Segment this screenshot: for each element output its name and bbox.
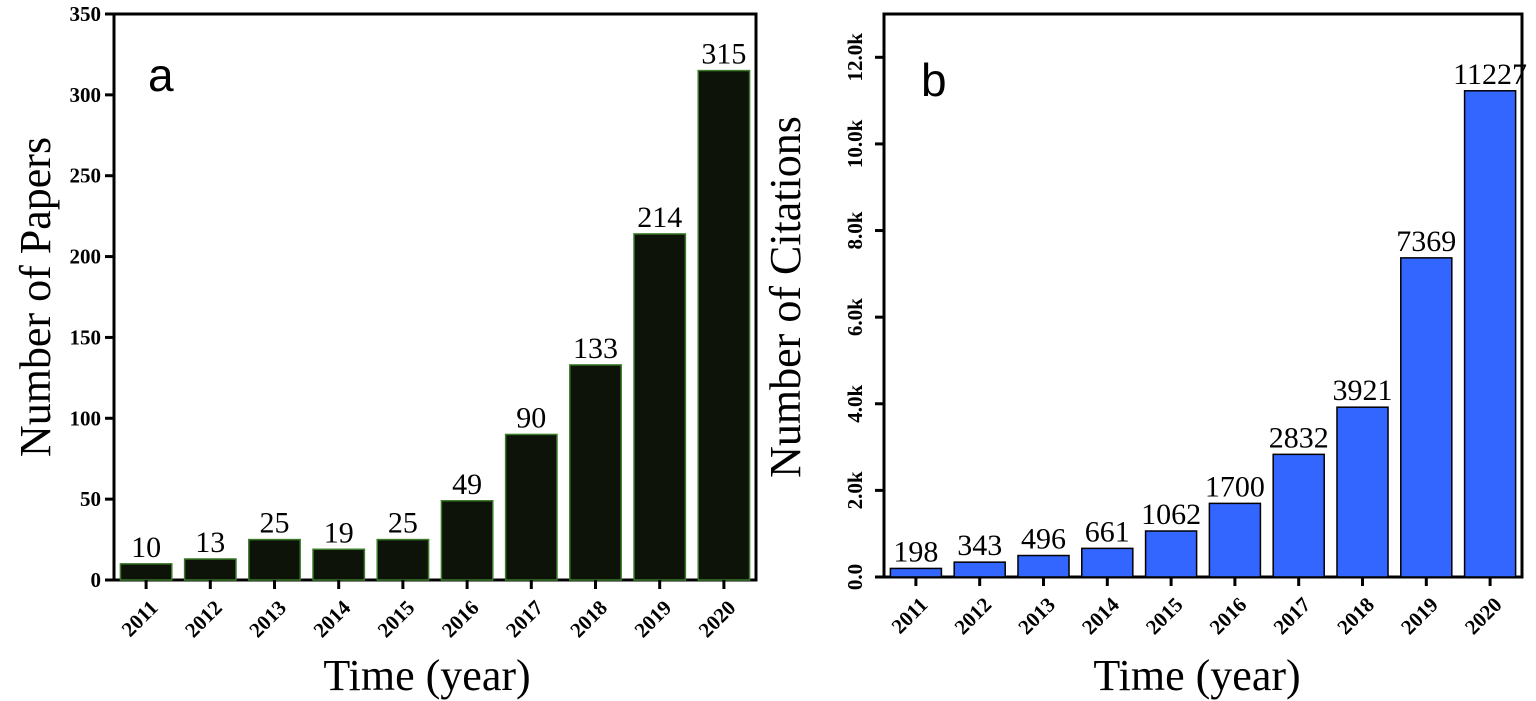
y-tick-label: 12.0k — [843, 33, 867, 82]
x-tick-label-2017: 2017 — [1269, 593, 1316, 640]
bar-2013 — [1017, 554, 1070, 578]
y-ticks-a: 0 50 100 150 200 250 300 350 — [70, 2, 114, 592]
value-label-2012: 343 — [957, 529, 1002, 562]
bar-2017 — [504, 433, 558, 581]
x-axis-title-a: Time (year) — [323, 651, 530, 700]
x-tick-label-2018: 2018 — [565, 596, 612, 643]
value-label-2014: 661 — [1085, 515, 1130, 548]
y-tick-label: 4.0k — [843, 384, 867, 422]
bar-2020 — [1463, 90, 1517, 578]
value-label-2016: 1700 — [1205, 470, 1265, 503]
x-tick-label-2015: 2015 — [373, 596, 420, 643]
value-label-2011: 10 — [131, 531, 161, 564]
bar-2012 — [183, 558, 237, 581]
y-tick-label: 10.0k — [843, 119, 867, 168]
x-tick-label-2016: 2016 — [437, 596, 484, 643]
value-label-2017: 2832 — [1269, 421, 1329, 454]
x-tick-label-2015: 2015 — [1141, 593, 1188, 640]
y-tick-label: 100 — [70, 406, 102, 430]
x-tick-label-2013: 2013 — [1013, 593, 1060, 640]
y-axis-title-a: Number of Papers — [11, 137, 60, 457]
bar-2015 — [376, 538, 430, 581]
x-tick-label-2014: 2014 — [309, 595, 356, 642]
y-tick-label: 0.0 — [843, 564, 867, 590]
x-tick-label-2016: 2016 — [1205, 593, 1252, 640]
y-ticks-b: 0.0 2.0k 4.0k 6.0k 8.0k 10.0k 12.0k — [843, 33, 884, 590]
x-tick-label-2012: 2012 — [180, 596, 227, 643]
y-tick-label: 0 — [91, 568, 102, 592]
value-label-2016: 49 — [452, 468, 482, 501]
y-tick-label: 200 — [70, 245, 102, 269]
bar-2013 — [248, 538, 301, 581]
value-label-2012: 13 — [195, 526, 225, 559]
bars-a: 10 13 25 19 25 49 90 133 214 315 — [119, 38, 751, 581]
panel-label-b: b — [921, 54, 947, 106]
bar-2017 — [1272, 453, 1325, 578]
bar-2016 — [440, 500, 494, 581]
y-tick-label: 6.0k — [843, 298, 867, 336]
bar-2016 — [1208, 502, 1262, 578]
value-label-2013: 25 — [260, 507, 290, 540]
y-axis-title-b: Number of Citations — [761, 116, 810, 478]
plot-frame-b — [882, 12, 1524, 579]
x-tick-label-2013: 2013 — [244, 596, 291, 643]
y-tick-label: 150 — [70, 325, 102, 349]
x-tick-label-2012: 2012 — [950, 593, 997, 640]
x-ticks-b: 2011 2012 2013 2014 2015 2016 2017 2018 2019 2020 — [887, 577, 1507, 639]
value-label-2018: 3921 — [1333, 374, 1393, 407]
value-label-2015: 1062 — [1141, 498, 1201, 531]
x-tick-label-2011: 2011 — [117, 596, 163, 642]
x-tick-label-2018: 2018 — [1332, 593, 1379, 640]
value-label-2020: 11227 — [1453, 58, 1527, 91]
x-tick-label-2014: 2014 — [1077, 592, 1124, 639]
x-tick-label-2019: 2019 — [1396, 593, 1443, 640]
value-label-2011: 198 — [893, 535, 938, 568]
y-tick-label: 350 — [70, 2, 102, 26]
bar-2018 — [1336, 406, 1389, 578]
y-tick-label: 8.0k — [843, 211, 867, 249]
y-tick-label: 250 — [70, 164, 102, 188]
chart-panel-a: 0 50 100 150 200 250 300 350 10 13 25 19 25 49 90 133 2… — [11, 2, 758, 700]
value-label-2019: 214 — [637, 201, 682, 234]
value-label-2019: 7369 — [1396, 225, 1456, 258]
value-label-2018: 133 — [573, 332, 618, 365]
value-label-2013: 496 — [1021, 523, 1066, 556]
value-label-2020: 315 — [701, 38, 746, 71]
x-axis-title-b: Time (year) — [1093, 651, 1300, 700]
bar-2011 — [119, 563, 173, 581]
bar-2015 — [1144, 530, 1198, 578]
x-ticks-a: 2011 2012 2013 2014 2015 2016 2017 2018 2019 2020 — [117, 580, 741, 643]
x-tick-label-2020: 2020 — [694, 596, 741, 643]
x-tick-label-2017: 2017 — [501, 596, 548, 643]
bar-2019 — [1400, 257, 1453, 578]
bar-2011 — [889, 567, 943, 578]
chart-panel-b: 0.0 2.0k 4.0k 6.0k 8.0k 10.0k 12.0k 198 343 496 6… — [761, 12, 1527, 700]
bar-2012 — [953, 561, 1006, 578]
plot-frame-a — [112, 12, 758, 582]
value-label-2017: 90 — [516, 401, 546, 434]
bar-2014 — [312, 548, 366, 581]
x-tick-label-2011: 2011 — [887, 593, 933, 639]
y-tick-label: 50 — [80, 487, 101, 511]
y-tick-label: 2.0k — [843, 471, 867, 509]
x-tick-label-2020: 2020 — [1460, 593, 1507, 640]
y-tick-label: 300 — [70, 83, 102, 107]
bar-2019 — [633, 233, 687, 581]
x-tick-label-2019: 2019 — [630, 596, 677, 643]
value-label-2014: 19 — [324, 516, 354, 549]
bar-2018 — [569, 364, 622, 581]
value-label-2015: 25 — [388, 507, 418, 540]
panel-label-a: a — [148, 49, 174, 101]
bar-2020 — [697, 69, 751, 581]
bar-2014 — [1081, 547, 1134, 578]
